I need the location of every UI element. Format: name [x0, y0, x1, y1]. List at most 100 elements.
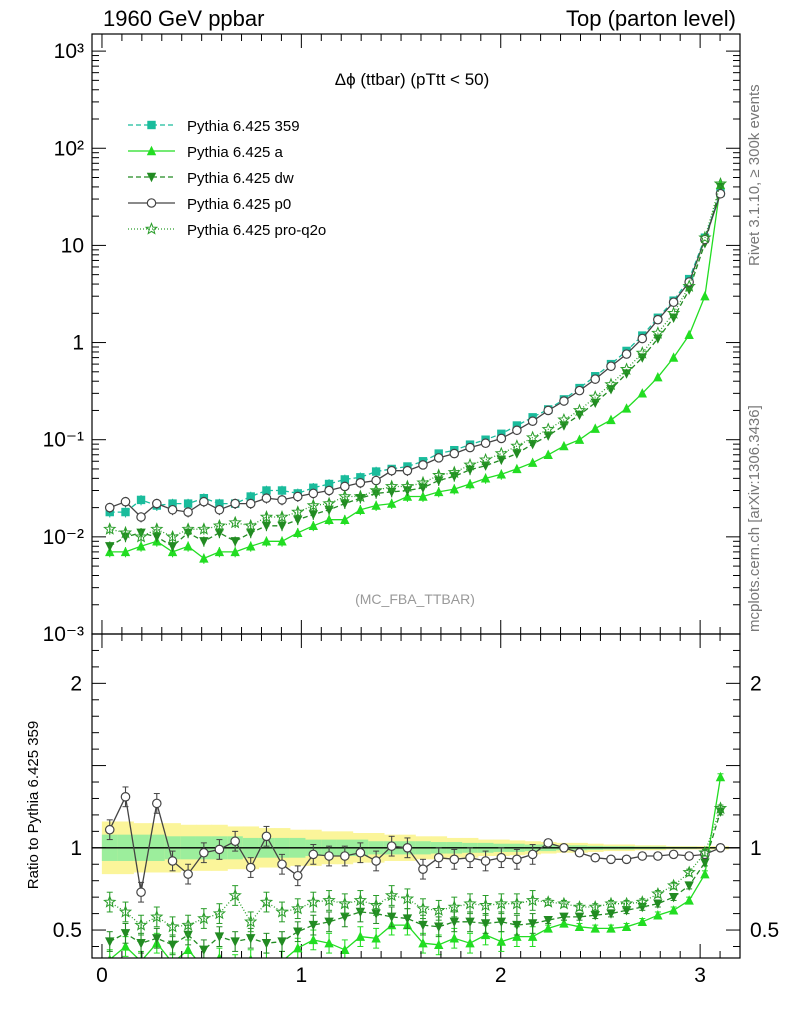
ratio-y-tick-label-right: 2	[750, 672, 762, 695]
data-point-p0	[590, 374, 601, 384]
data-point-proq2o	[588, 390, 602, 403]
ratio-point-a	[668, 905, 679, 915]
ratio-point-a	[248, 954, 253, 958]
data-point-a	[653, 371, 663, 382]
ratio-point-dw	[324, 917, 334, 928]
legend-marker-dw	[146, 172, 157, 183]
data-point-a	[621, 403, 632, 413]
data-point-p0	[371, 475, 381, 486]
plot-title: Δϕ (ttbar) (pTtt < 50)	[335, 70, 490, 89]
legend-marker-proq2o	[144, 221, 159, 235]
data-point-p0	[167, 504, 178, 515]
ratio-point-proq2o	[588, 900, 602, 913]
ratio-point-proq2o	[604, 896, 618, 910]
ratio-point-a	[715, 771, 726, 782]
header-process: Top (parton level)	[566, 6, 736, 31]
ratio-point-proq2o	[572, 899, 587, 913]
ratio-point-a	[684, 895, 694, 905]
data-point-p0	[402, 465, 413, 476]
ratio-point-proq2o	[118, 904, 133, 918]
ratio-point-a	[527, 931, 538, 941]
legend-marker-p0	[146, 198, 157, 208]
data-point-a	[684, 329, 694, 340]
ratio-point-p0	[527, 849, 538, 860]
legend-label-p359: Pythia 6.425 359	[187, 118, 300, 135]
data-point-proq2o	[150, 522, 164, 535]
data-point-proq2o	[259, 509, 274, 523]
ratio-point-proq2o	[212, 906, 227, 920]
ratio-point-a	[590, 923, 600, 933]
data-point-p359	[340, 475, 350, 484]
data-point-dw	[246, 528, 256, 539]
data-point-proq2o	[682, 279, 696, 292]
ratio-point-proq2o	[165, 919, 180, 933]
ratio-point-dw	[199, 945, 209, 955]
data-point-p0	[386, 465, 397, 476]
data-point-p0	[480, 438, 491, 449]
ratio-point-dw	[512, 920, 522, 931]
ratio-point-p0	[480, 856, 491, 866]
ratio-point-p0	[136, 887, 146, 898]
data-point-proq2o	[384, 479, 399, 493]
data-point-proq2o	[541, 422, 555, 435]
ratio-point-dw	[230, 937, 240, 947]
ratio-point-proq2o	[463, 896, 477, 910]
data-point-proq2o	[463, 457, 477, 471]
side-label-mcplots: mcplots.cern.ch [arXiv:1306.3436]	[746, 405, 763, 632]
ratio-point-a	[465, 937, 475, 948]
ratio-y-tick-label: 1	[70, 837, 82, 860]
ratio-point-dw	[136, 938, 146, 949]
data-point-dw	[261, 521, 272, 531]
data-point-p0	[449, 448, 460, 459]
header-energy: 1960 GeV ppbar	[103, 6, 265, 31]
ratio-point-p0	[543, 838, 553, 848]
ratio-point-a	[216, 952, 223, 958]
ratio-point-dw	[543, 915, 553, 926]
ratio-point-p0	[386, 841, 397, 851]
ratio-point-proq2o	[181, 918, 195, 931]
data-point-p0	[120, 496, 131, 507]
ratio-point-p0	[449, 854, 460, 865]
data-point-p0	[653, 314, 663, 325]
ratio-point-dw	[277, 937, 287, 947]
data-point-p359	[168, 499, 177, 508]
data-point-p359	[183, 499, 193, 508]
data-point-p0	[637, 333, 648, 344]
data-point-p0	[308, 488, 319, 499]
data-point-p0	[136, 512, 146, 522]
analysis-tag: (MC_FBA_TTBAR)	[355, 591, 475, 607]
ratio-point-proq2o	[651, 886, 665, 900]
ratio-point-p0	[637, 851, 648, 861]
data-point-a	[527, 457, 538, 467]
data-point-a	[386, 498, 397, 508]
ratio-point-p0	[590, 852, 601, 863]
data-point-p359	[309, 483, 318, 492]
data-point-p0	[496, 433, 507, 444]
ratio-point-a	[266, 957, 267, 958]
data-point-dw	[277, 521, 287, 531]
ratio-point-a	[574, 921, 585, 931]
ratio-point-p0	[715, 843, 726, 853]
ratio-point-proq2o	[338, 896, 352, 910]
y-tick-label: 10²	[54, 137, 84, 160]
ratio-point-dw	[167, 940, 178, 951]
data-point-a	[668, 352, 679, 362]
data-point-p359	[371, 467, 381, 476]
data-point-proq2o	[651, 326, 665, 339]
ratio-line-proq2o	[109, 808, 722, 928]
ratio-point-p0	[559, 843, 569, 853]
ratio-point-proq2o	[384, 888, 399, 902]
data-point-p0	[104, 502, 115, 513]
ratio-point-proq2o	[557, 896, 571, 910]
data-point-a	[371, 500, 381, 510]
data-point-a	[543, 449, 553, 459]
ratio-point-p0	[465, 852, 475, 863]
ratio-point-p0	[606, 854, 616, 865]
data-point-proq2o	[306, 498, 320, 512]
data-point-p0	[606, 361, 616, 372]
ratio-panel: 0 1 2 3 0.5 0.5 1 1 2 2	[53, 34, 779, 987]
ratio-y-tick-label-right: 0.5	[750, 919, 779, 942]
data-point-a	[418, 491, 428, 501]
data-point-a	[434, 486, 444, 497]
